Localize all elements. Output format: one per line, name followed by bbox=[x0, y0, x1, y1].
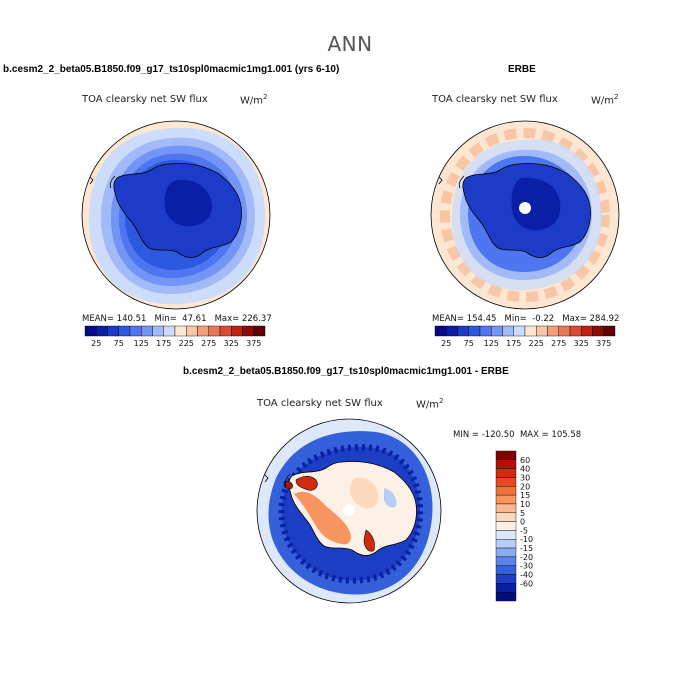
panel-title-obs: ERBE bbox=[508, 64, 536, 75]
colorbar-tick-label: 325 bbox=[224, 339, 239, 348]
units-label-model: W/m2 bbox=[240, 93, 268, 107]
colorbar-model: 25 75 125 175 225 275 325 375 bbox=[84, 325, 266, 348]
colorbar-tick-label: 175 bbox=[506, 339, 521, 348]
colorbar-swatch bbox=[495, 583, 517, 593]
colorbar-tick-label: 275 bbox=[201, 339, 216, 348]
colorbar-swatch bbox=[495, 503, 517, 513]
colorbar-swatch bbox=[197, 325, 209, 337]
colorbar-swatch bbox=[495, 556, 517, 566]
colorbar-swatch bbox=[446, 325, 458, 337]
colorbar-tick-label: 0 bbox=[520, 518, 525, 527]
colorbar-tick-label: 375 bbox=[246, 339, 261, 348]
colorbar-swatch bbox=[84, 325, 97, 337]
colorbar-swatch bbox=[592, 325, 604, 337]
colorbar-swatch bbox=[603, 325, 616, 337]
colorbar-swatch bbox=[495, 565, 517, 575]
colorbar-swatch bbox=[558, 325, 571, 337]
colorbar-swatch bbox=[152, 325, 164, 337]
colorbar-swatch bbox=[495, 494, 517, 505]
colorbar-tick-label: 75 bbox=[464, 339, 474, 348]
colorbar-tick-label: 25 bbox=[91, 339, 101, 348]
variable-label-model: TOA clearsky net SW flux bbox=[82, 94, 208, 105]
colorbar-swatch bbox=[547, 325, 559, 337]
colorbar-swatch bbox=[107, 325, 119, 337]
colorbar-swatch bbox=[495, 450, 517, 461]
colorbar-swatch bbox=[96, 325, 108, 337]
colorbar-tick-label: 20 bbox=[520, 482, 530, 491]
stats-diff: MIN = -120.50 MAX = 105.58 bbox=[453, 430, 582, 440]
colorbar-swatch bbox=[495, 574, 517, 584]
colorbar-swatch bbox=[129, 325, 142, 337]
colorbar-tick-label: 30 bbox=[520, 473, 530, 482]
colorbar-swatch bbox=[231, 325, 243, 337]
colorbar-swatch bbox=[219, 325, 232, 337]
colorbar-swatch bbox=[208, 325, 221, 337]
colorbar-swatch bbox=[495, 530, 517, 540]
colorbar-tick-label: -60 bbox=[520, 579, 533, 588]
colorbar-tick-label: -10 bbox=[520, 535, 533, 544]
colorbar-swatch bbox=[524, 325, 537, 337]
colorbar-obs: 25 75 125 175 225 275 325 375 bbox=[434, 325, 616, 348]
colorbar-swatch bbox=[495, 547, 517, 558]
stats-model: MEAN= 140.51 Min= 47.61 Max= 226.37 bbox=[82, 314, 272, 324]
colorbar-swatch bbox=[118, 325, 131, 337]
colorbar-tick-label: 75 bbox=[114, 339, 124, 348]
colorbar-swatch bbox=[253, 325, 266, 337]
colorbar-swatch bbox=[141, 325, 153, 337]
colorbar-tick-label: -30 bbox=[520, 562, 533, 571]
polar-map-diff bbox=[256, 418, 442, 604]
colorbar-swatch bbox=[495, 591, 517, 602]
colorbar-tick-label: 60 bbox=[520, 456, 530, 465]
colorbar-tick-label: 325 bbox=[574, 339, 589, 348]
colorbar-swatch bbox=[479, 325, 492, 337]
colorbar-swatch bbox=[186, 325, 198, 337]
colorbar-tick-label: 10 bbox=[520, 500, 530, 509]
colorbar-swatch bbox=[491, 325, 503, 337]
units-label-diff: W/m2 bbox=[416, 397, 444, 411]
colorbar-tick-label: 225 bbox=[179, 339, 194, 348]
panel-title-diff: b.cesm2_2_beta05.B1850.f09_g17_ts10spl0m… bbox=[183, 366, 509, 377]
colorbar-swatch bbox=[174, 325, 187, 337]
colorbar-tick-label: 175 bbox=[156, 339, 171, 348]
colorbar-swatch bbox=[581, 325, 593, 337]
colorbar-tick-label: -40 bbox=[520, 571, 533, 580]
colorbar-swatch bbox=[434, 325, 447, 337]
colorbar-tick-label: -5 bbox=[520, 526, 528, 535]
colorbar-tick-label: 225 bbox=[529, 339, 544, 348]
figure-title: ANN bbox=[327, 32, 373, 56]
colorbar-swatch bbox=[163, 325, 176, 337]
colorbar-swatch bbox=[242, 325, 254, 337]
colorbar-tick-label: -15 bbox=[520, 544, 533, 553]
colorbar-swatch bbox=[495, 521, 517, 531]
colorbar-swatch bbox=[536, 325, 548, 337]
colorbar-swatch bbox=[495, 512, 517, 522]
polar-map-model bbox=[81, 120, 271, 310]
stats-obs: MEAN= 154.45 Min= -0.22 Max= 284.92 bbox=[432, 314, 620, 324]
colorbar-swatch bbox=[502, 325, 514, 337]
polar-map-obs bbox=[430, 120, 620, 310]
colorbar-swatch bbox=[468, 325, 481, 337]
colorbar-tick-label: 40 bbox=[520, 465, 530, 474]
colorbar-swatch bbox=[513, 325, 526, 337]
colorbar-swatch bbox=[495, 486, 517, 496]
variable-label-obs: TOA clearsky net SW flux bbox=[432, 94, 558, 105]
colorbar-tick-label: 125 bbox=[134, 339, 149, 348]
colorbar-tick-label: 25 bbox=[441, 339, 451, 348]
units-label-obs: W/m2 bbox=[591, 93, 619, 107]
colorbar-tick-label: -20 bbox=[520, 553, 533, 562]
colorbar-swatch bbox=[495, 468, 517, 478]
colorbar-tick-label: 15 bbox=[520, 491, 530, 500]
colorbar-swatch bbox=[495, 539, 517, 549]
colorbar-tick-label: 5 bbox=[520, 509, 525, 518]
panel-title-model: b.cesm2_2_beta05.B1850.f09_g17_ts10spl0m… bbox=[3, 64, 340, 75]
colorbar-swatch bbox=[495, 477, 517, 487]
colorbar-tick-label: 125 bbox=[484, 339, 499, 348]
colorbar-tick-label: 275 bbox=[551, 339, 566, 348]
colorbar-swatch bbox=[569, 325, 582, 337]
colorbar-swatch bbox=[495, 459, 517, 469]
variable-label-diff: TOA clearsky net SW flux bbox=[257, 398, 383, 409]
colorbar-tick-label: 375 bbox=[596, 339, 611, 348]
colorbar-swatch bbox=[457, 325, 469, 337]
